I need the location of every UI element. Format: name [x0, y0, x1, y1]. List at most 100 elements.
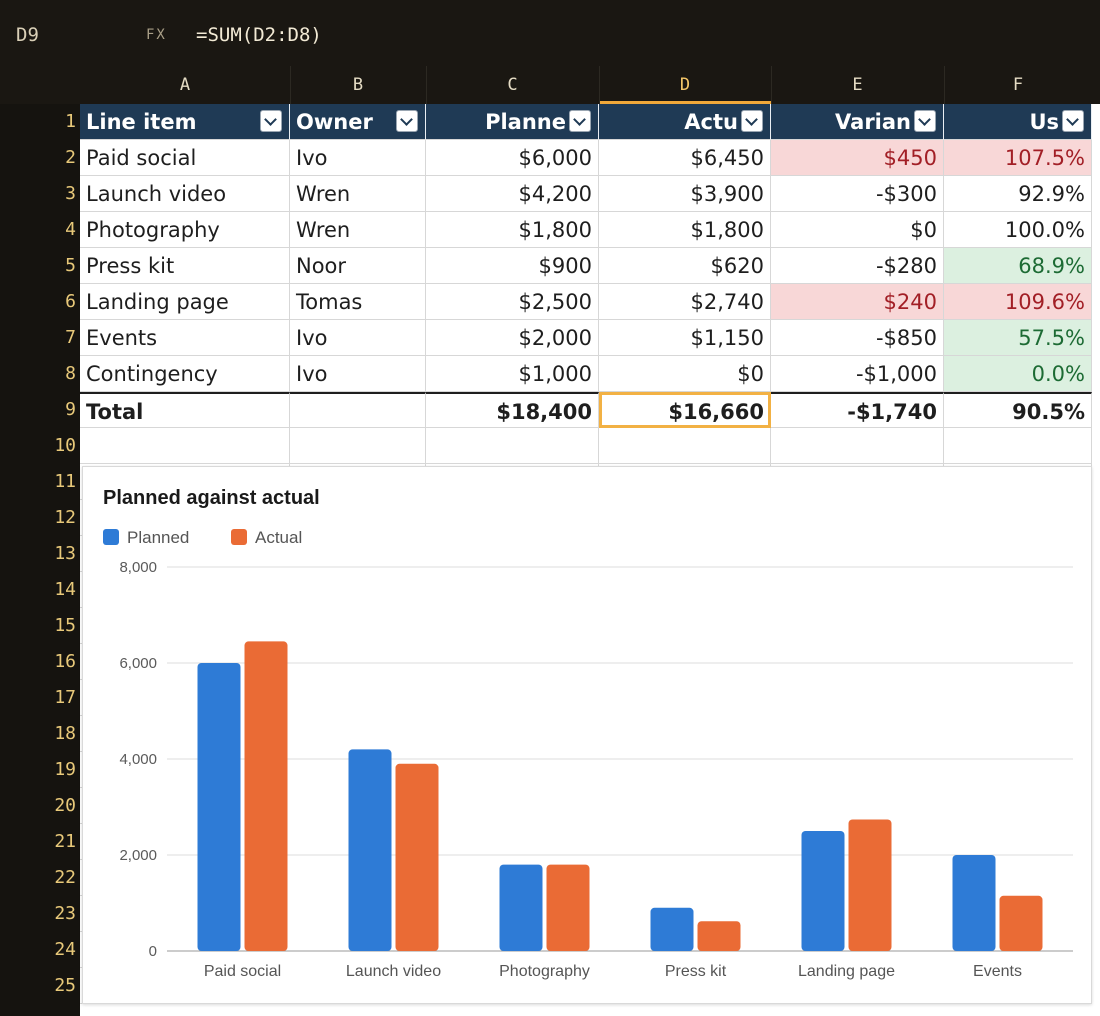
cell-a2[interactable]: Paid social [80, 140, 290, 176]
cell-d4[interactable]: $1,800 [599, 212, 771, 248]
row-header-16[interactable]: 16 [54, 651, 76, 672]
column-header-f[interactable]: F [1012, 75, 1024, 95]
cell-b9[interactable] [290, 392, 426, 428]
filter-dropdown-icon[interactable] [1062, 110, 1084, 132]
column-header-b[interactable]: B [352, 75, 364, 95]
cell-a3[interactable]: Launch video [80, 176, 290, 212]
cell-f7[interactable]: 57.5% [944, 320, 1092, 356]
cell-e7[interactable]: -$850 [771, 320, 944, 356]
row-header-8[interactable]: 8 [65, 363, 76, 384]
row-header-10[interactable]: 10 [54, 435, 76, 456]
cell-b8[interactable]: Ivo [290, 356, 426, 392]
row-header-6[interactable]: 6 [65, 291, 76, 312]
cell-a5[interactable]: Press kit [80, 248, 290, 284]
row-header-1[interactable]: 1 [65, 111, 76, 132]
filter-dropdown-icon[interactable] [914, 110, 936, 132]
row-header-3[interactable]: 3 [65, 183, 76, 204]
header-cell-c[interactable]: Planne [426, 104, 599, 140]
cell-d8[interactable]: $0 [599, 356, 771, 392]
cell-d7[interactable]: $1,150 [599, 320, 771, 356]
cell-b3[interactable]: Wren [290, 176, 426, 212]
column-header-c[interactable]: C [507, 75, 518, 95]
row-header-5[interactable]: 5 [65, 255, 76, 276]
row-header-14[interactable]: 14 [54, 579, 76, 600]
cell-f8[interactable]: 0.0% [944, 356, 1092, 392]
row-header-9[interactable]: 9 [65, 399, 76, 420]
empty-cell[interactable] [771, 428, 944, 464]
cell-a7[interactable]: Events [80, 320, 290, 356]
row-header-15[interactable]: 15 [54, 615, 76, 636]
cell-f3[interactable]: 92.9% [944, 176, 1092, 212]
row-header-20[interactable]: 20 [54, 795, 76, 816]
cell-c5[interactable]: $900 [426, 248, 599, 284]
filter-dropdown-icon[interactable] [741, 110, 763, 132]
cell-a4[interactable]: Photography [80, 212, 290, 248]
cell-f5[interactable]: 68.9% [944, 248, 1092, 284]
column-header-e[interactable]: E [852, 75, 863, 95]
header-cell-d[interactable]: Actu [599, 104, 771, 140]
row-header-18[interactable]: 18 [54, 723, 76, 744]
empty-cell[interactable] [599, 428, 771, 464]
cell-c4[interactable]: $1,800 [426, 212, 599, 248]
empty-cell[interactable] [426, 428, 599, 464]
cell-d5[interactable]: $620 [599, 248, 771, 284]
cell-e4[interactable]: $0 [771, 212, 944, 248]
filter-dropdown-icon[interactable] [569, 110, 591, 132]
formula-input[interactable]: =SUM(D2:D8) [196, 24, 322, 46]
cell-e6[interactable]: $240 [771, 284, 944, 320]
header-cell-b[interactable]: Owner [290, 104, 426, 140]
row-header-2[interactable]: 2 [65, 147, 76, 168]
cell-a6[interactable]: Landing page [80, 284, 290, 320]
cell-e8[interactable]: -$1,000 [771, 356, 944, 392]
cell-b4[interactable]: Wren [290, 212, 426, 248]
cell-e5[interactable]: -$280 [771, 248, 944, 284]
row-header-22[interactable]: 22 [54, 867, 76, 888]
column-header-d[interactable]: D [599, 66, 771, 104]
filter-dropdown-icon[interactable] [260, 110, 282, 132]
row-header-4[interactable]: 4 [65, 219, 76, 240]
empty-cell[interactable] [80, 428, 290, 464]
row-header-24[interactable]: 24 [54, 939, 76, 960]
cell-e2[interactable]: $450 [771, 140, 944, 176]
cell-d9[interactable]: $16,660 [599, 392, 771, 428]
row-header-11[interactable]: 11 [54, 471, 76, 492]
name-box[interactable]: D9 [16, 24, 39, 46]
cell-c2[interactable]: $6,000 [426, 140, 599, 176]
cell-f4[interactable]: 100.0% [944, 212, 1092, 248]
cell-e9[interactable]: -$1,740 [771, 392, 944, 428]
cell-b7[interactable]: Ivo [290, 320, 426, 356]
cell-c7[interactable]: $2,000 [426, 320, 599, 356]
cell-d6[interactable]: $2,740 [599, 284, 771, 320]
cell-d2[interactable]: $6,450 [599, 140, 771, 176]
cell-a9[interactable]: Total [80, 392, 290, 428]
header-cell-f[interactable]: Us [944, 104, 1092, 140]
row-header-25[interactable]: 25 [54, 975, 76, 996]
cell-c6[interactable]: $2,500 [426, 284, 599, 320]
cell-b6[interactable]: Tomas [290, 284, 426, 320]
cell-f6[interactable]: 109.6% [944, 284, 1092, 320]
cell-a8[interactable]: Contingency [80, 356, 290, 392]
cell-c9[interactable]: $18,400 [426, 392, 599, 428]
row-header-7[interactable]: 7 [65, 327, 76, 348]
cell-c8[interactable]: $1,000 [426, 356, 599, 392]
row-header-17[interactable]: 17 [54, 687, 76, 708]
cell-e3[interactable]: -$300 [771, 176, 944, 212]
column-header-a[interactable]: A [179, 75, 191, 95]
row-header-23[interactable]: 23 [54, 903, 76, 924]
cell-f9[interactable]: 90.5% [944, 392, 1092, 428]
cell-b5[interactable]: Noor [290, 248, 426, 284]
header-cell-a[interactable]: Line item [80, 104, 290, 140]
filter-dropdown-icon[interactable] [396, 110, 418, 132]
empty-cell[interactable] [290, 428, 426, 464]
cell-d3[interactable]: $3,900 [599, 176, 771, 212]
cell-f2[interactable]: 107.5% [944, 140, 1092, 176]
row-header-19[interactable]: 19 [54, 759, 76, 780]
row-header-12[interactable]: 12 [54, 507, 76, 528]
row-header-21[interactable]: 21 [54, 831, 76, 852]
cell-b2[interactable]: Ivo [290, 140, 426, 176]
chart-object[interactable]: Planned against actual Planned Actual 0 2… [82, 466, 1092, 1004]
row-header-13[interactable]: 13 [54, 543, 76, 564]
header-cell-e[interactable]: Varian [771, 104, 944, 140]
empty-cell[interactable] [944, 428, 1092, 464]
cell-c3[interactable]: $4,200 [426, 176, 599, 212]
